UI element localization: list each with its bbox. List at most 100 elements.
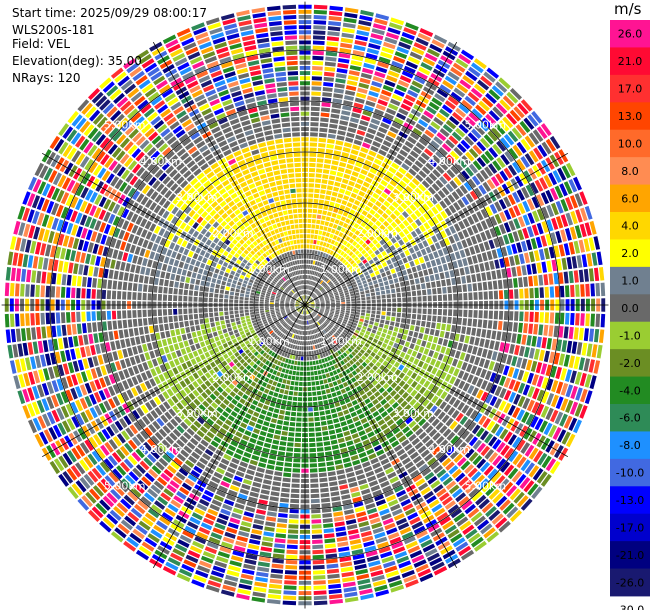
velocity-gate (465, 166, 474, 177)
velocity-gate (312, 270, 315, 275)
velocity-gate (337, 287, 343, 291)
velocity-gate (229, 391, 236, 398)
velocity-gate (307, 280, 310, 285)
velocity-gate (436, 488, 447, 498)
velocity-gate (351, 204, 358, 211)
velocity-gate (361, 306, 366, 310)
velocity-gate (342, 457, 351, 463)
velocity-gate (270, 418, 277, 424)
velocity-gate (309, 168, 316, 173)
velocity-gate (563, 354, 570, 367)
velocity-gate (183, 340, 189, 347)
velocity-gate (282, 426, 289, 431)
velocity-gate (295, 422, 302, 427)
velocity-gate (413, 358, 420, 366)
velocity-gate (463, 418, 473, 429)
velocity-gate (424, 275, 430, 283)
velocity-gate (319, 122, 329, 128)
velocity-gate (533, 147, 544, 160)
velocity-gate (343, 195, 350, 201)
velocity-gate (427, 144, 437, 153)
velocity-gate (594, 267, 600, 281)
velocity-gate (428, 268, 434, 275)
velocity-gate (273, 548, 285, 554)
velocity-gate (306, 259, 309, 264)
velocity-gate (431, 281, 436, 288)
velocity-gate (453, 147, 463, 157)
velocity-gate (471, 213, 479, 223)
velocity-gate (246, 425, 254, 432)
velocity-gate (447, 194, 456, 203)
velocity-gate (502, 321, 508, 331)
velocity-gate (320, 487, 329, 493)
velocity-gate (334, 363, 339, 369)
velocity-gate (293, 365, 297, 371)
velocity-gate (448, 294, 453, 301)
velocity-gate (325, 548, 337, 554)
velocity-gate (246, 501, 257, 508)
velocity-gate (329, 322, 334, 327)
velocity-gate (340, 421, 347, 427)
velocity-gate (422, 362, 429, 370)
velocity-gate (348, 285, 353, 290)
velocity-gate (383, 188, 392, 195)
velocity-gate (439, 330, 445, 338)
velocity-gate (344, 7, 359, 14)
velocity-gate (344, 292, 349, 296)
velocity-gate (350, 60, 363, 67)
velocity-gate (289, 514, 299, 519)
velocity-gate (323, 293, 328, 296)
velocity-gate (362, 422, 370, 429)
velocity-gate (309, 270, 312, 275)
velocity-gate (503, 464, 515, 476)
velocity-gate (481, 348, 488, 358)
velocity-gate (335, 312, 340, 315)
velocity-gate (335, 428, 342, 434)
velocity-gate (503, 390, 512, 401)
velocity-gate (312, 50, 324, 56)
velocity-gate (306, 341, 308, 346)
velocity-gate (335, 78, 346, 84)
velocity-gate (488, 509, 501, 521)
velocity-gate (328, 429, 336, 435)
velocity-gate (398, 231, 406, 238)
velocity-gate (369, 394, 376, 401)
velocity-gate (414, 414, 423, 423)
velocity-gate (319, 267, 323, 273)
velocity-gate (332, 270, 337, 275)
velocity-gate (356, 129, 366, 136)
velocity-gate (428, 415, 436, 424)
velocity-gate (419, 377, 426, 386)
velocity-gate (328, 222, 334, 228)
velocity-gate (414, 209, 422, 218)
velocity-gate (352, 553, 365, 560)
velocity-gate (476, 389, 484, 399)
velocity-gate (396, 153, 406, 162)
velocity-gate (482, 281, 488, 291)
velocity-gate (251, 529, 263, 535)
velocity-gate (151, 358, 159, 367)
velocity-gate (441, 414, 450, 424)
velocity-gate (190, 344, 196, 352)
velocity-gate (468, 487, 480, 498)
velocity-gate (499, 258, 505, 268)
velocity-gate (314, 288, 317, 293)
velocity-gate (439, 362, 446, 371)
velocity-gate (494, 386, 502, 397)
velocity-gate (271, 444, 279, 450)
velocity-gate (530, 416, 539, 428)
velocity-gate (344, 314, 349, 318)
velocity-gate (478, 121, 489, 132)
velocity-gate (506, 91, 519, 104)
velocity-gate (333, 88, 344, 94)
velocity-gate (348, 70, 360, 77)
velocity-gate (406, 369, 413, 377)
velocity-gate (365, 365, 371, 371)
velocity-gate (451, 468, 462, 479)
velocity-gate (478, 291, 483, 300)
velocity-gate (406, 313, 412, 319)
velocity-gate (325, 409, 331, 415)
velocity-gate (475, 367, 483, 377)
velocity-gate (198, 336, 204, 342)
velocity-gate (551, 259, 558, 272)
